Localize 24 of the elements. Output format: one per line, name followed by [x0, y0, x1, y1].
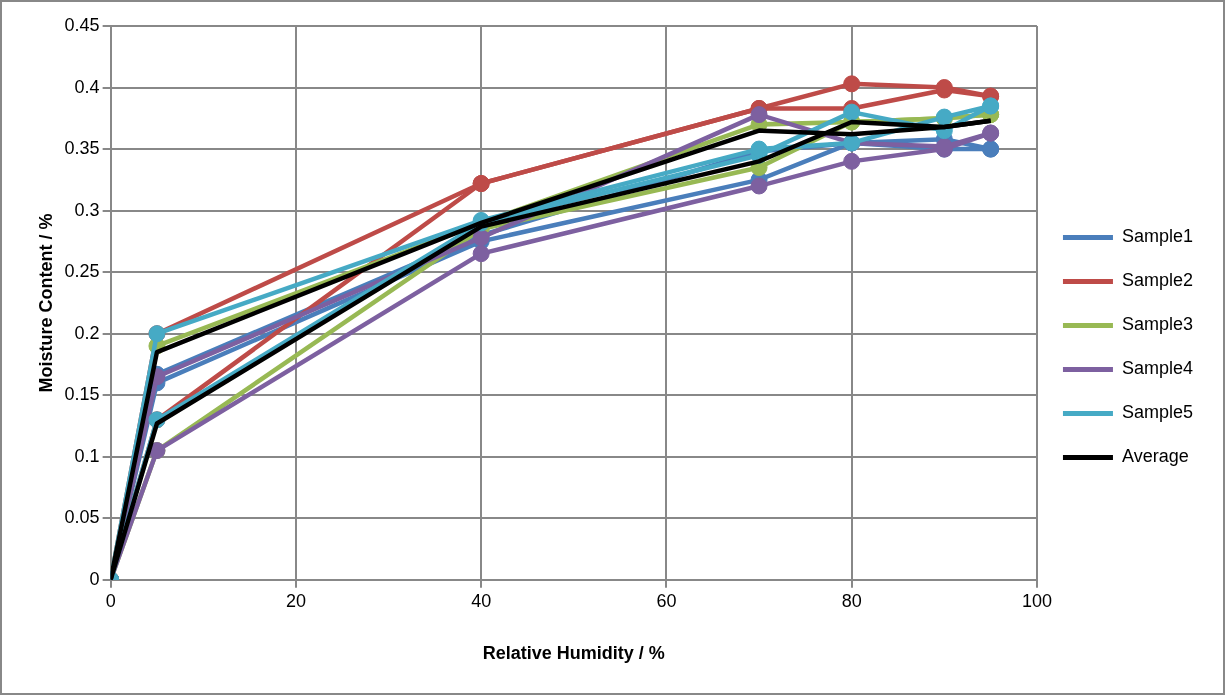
legend-label: Sample3 [1121, 314, 1193, 335]
legend-label: Average [1121, 446, 1189, 467]
y-tick-label: 0.3 [74, 199, 100, 220]
x-tick-label: 60 [656, 590, 677, 611]
y-tick-label: 0.05 [64, 507, 100, 528]
x-tick-label: 100 [1021, 590, 1052, 611]
x-tick-label: 40 [471, 590, 492, 611]
legend-label: Sample2 [1121, 270, 1193, 291]
y-tick-label: 0.2 [74, 322, 100, 343]
y-axis-title: Moisture Content / % [35, 213, 56, 393]
x-tick-label: 20 [285, 590, 306, 611]
legend-label: Sample5 [1121, 402, 1193, 423]
x-axis-title: Relative Humidity / % [482, 643, 665, 664]
legend-label: Sample1 [1121, 226, 1193, 247]
y-tick-label: 0.4 [74, 76, 100, 97]
y-tick-label: 0.15 [64, 384, 100, 405]
y-tick-label: 0.35 [64, 138, 100, 159]
x-tick-label: 80 [841, 590, 862, 611]
y-tick-label: 0.1 [74, 445, 100, 466]
y-tick-label: 0.45 [64, 14, 100, 35]
legend-label: Sample4 [1121, 358, 1193, 379]
x-tick-label: 0 [105, 590, 116, 611]
y-tick-label: 0 [89, 568, 100, 589]
y-tick-label: 0.25 [64, 261, 100, 282]
